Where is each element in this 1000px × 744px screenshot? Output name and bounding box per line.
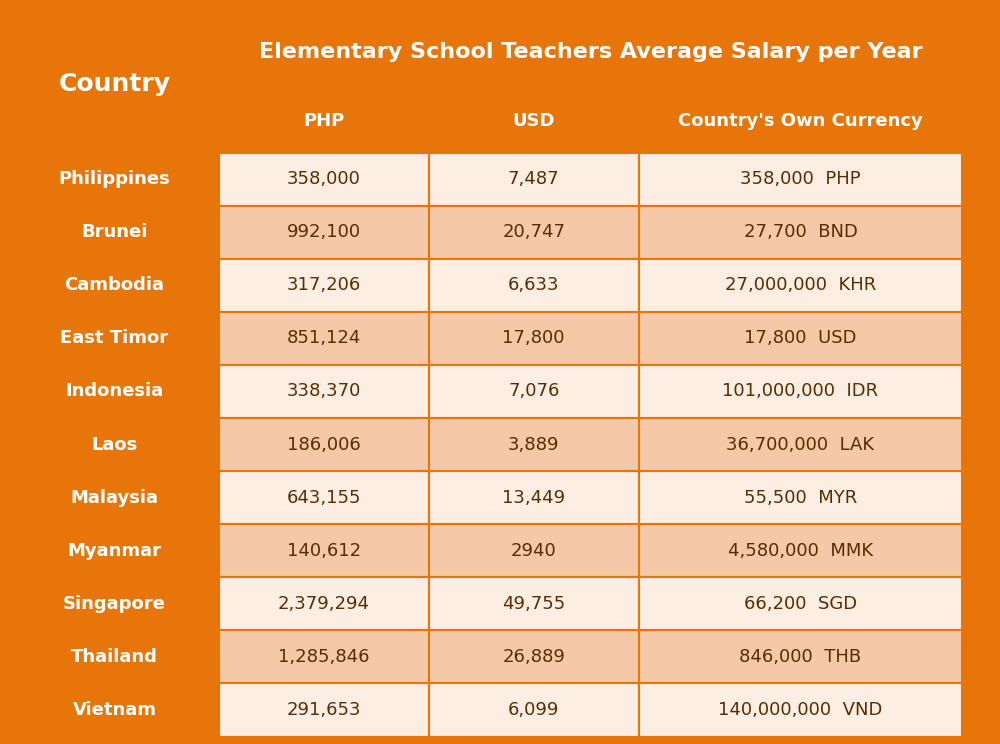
Text: 317,206: 317,206 <box>287 276 361 295</box>
FancyBboxPatch shape <box>219 153 429 205</box>
Text: 17,800: 17,800 <box>502 330 565 347</box>
FancyBboxPatch shape <box>10 418 219 471</box>
FancyBboxPatch shape <box>219 365 429 418</box>
FancyBboxPatch shape <box>10 471 219 525</box>
Text: 2,379,294: 2,379,294 <box>278 594 370 613</box>
Text: 20,747: 20,747 <box>502 223 565 241</box>
Text: 6,633: 6,633 <box>508 276 559 295</box>
Text: Cambodia: Cambodia <box>65 276 165 295</box>
FancyBboxPatch shape <box>429 418 639 471</box>
FancyBboxPatch shape <box>219 525 429 577</box>
FancyBboxPatch shape <box>429 259 639 312</box>
FancyBboxPatch shape <box>219 418 429 471</box>
FancyBboxPatch shape <box>219 630 429 684</box>
FancyBboxPatch shape <box>219 15 962 89</box>
FancyBboxPatch shape <box>10 205 219 259</box>
Text: Elementary School Teachers Average Salary per Year: Elementary School Teachers Average Salar… <box>259 42 923 62</box>
Text: 66,200  SGD: 66,200 SGD <box>744 594 857 613</box>
FancyBboxPatch shape <box>10 684 219 737</box>
Text: 992,100: 992,100 <box>287 223 361 241</box>
Text: Vietnam: Vietnam <box>73 701 157 719</box>
FancyBboxPatch shape <box>10 525 219 577</box>
FancyBboxPatch shape <box>10 153 219 205</box>
Text: Laos: Laos <box>91 435 138 454</box>
Text: 101,000,000  IDR: 101,000,000 IDR <box>722 382 879 400</box>
Text: Singapore: Singapore <box>63 594 166 613</box>
FancyBboxPatch shape <box>639 418 962 471</box>
FancyBboxPatch shape <box>639 525 962 577</box>
FancyBboxPatch shape <box>429 630 639 684</box>
Text: 27,000,000  KHR: 27,000,000 KHR <box>725 276 876 295</box>
Text: 4,580,000  MMK: 4,580,000 MMK <box>728 542 873 559</box>
Text: 338,370: 338,370 <box>287 382 361 400</box>
Text: 7,076: 7,076 <box>508 382 559 400</box>
Text: 291,653: 291,653 <box>287 701 361 719</box>
FancyBboxPatch shape <box>219 312 429 365</box>
FancyBboxPatch shape <box>639 153 962 205</box>
Text: Myanmar: Myanmar <box>68 542 162 559</box>
FancyBboxPatch shape <box>10 259 219 312</box>
FancyBboxPatch shape <box>429 89 639 153</box>
Text: 3,889: 3,889 <box>508 435 559 454</box>
FancyBboxPatch shape <box>10 577 219 630</box>
FancyBboxPatch shape <box>639 89 962 153</box>
FancyBboxPatch shape <box>429 684 639 737</box>
Text: 13,449: 13,449 <box>502 489 565 507</box>
FancyBboxPatch shape <box>10 312 219 365</box>
FancyBboxPatch shape <box>429 525 639 577</box>
FancyBboxPatch shape <box>219 471 429 525</box>
Text: USD: USD <box>512 112 555 130</box>
FancyBboxPatch shape <box>429 471 639 525</box>
Text: Philippines: Philippines <box>59 170 170 188</box>
FancyBboxPatch shape <box>219 89 429 153</box>
Text: 140,612: 140,612 <box>287 542 361 559</box>
Text: 358,000: 358,000 <box>287 170 361 188</box>
Text: East Timor: East Timor <box>60 330 169 347</box>
Text: Country: Country <box>59 71 171 96</box>
Text: 851,124: 851,124 <box>287 330 361 347</box>
Text: 7,487: 7,487 <box>508 170 560 188</box>
Text: 6,099: 6,099 <box>508 701 559 719</box>
Text: Malaysia: Malaysia <box>71 489 159 507</box>
Text: Indonesia: Indonesia <box>65 382 164 400</box>
FancyBboxPatch shape <box>10 15 219 153</box>
Text: Brunei: Brunei <box>81 223 148 241</box>
FancyBboxPatch shape <box>639 205 962 259</box>
Text: 358,000  PHP: 358,000 PHP <box>740 170 861 188</box>
Text: 27,700  BND: 27,700 BND <box>744 223 857 241</box>
Text: 55,500  MYR: 55,500 MYR <box>744 489 857 507</box>
FancyBboxPatch shape <box>639 259 962 312</box>
FancyBboxPatch shape <box>429 312 639 365</box>
FancyBboxPatch shape <box>10 365 219 418</box>
FancyBboxPatch shape <box>639 365 962 418</box>
FancyBboxPatch shape <box>639 630 962 684</box>
FancyBboxPatch shape <box>639 312 962 365</box>
FancyBboxPatch shape <box>429 153 639 205</box>
FancyBboxPatch shape <box>639 471 962 525</box>
FancyBboxPatch shape <box>429 205 639 259</box>
Text: 186,006: 186,006 <box>287 435 361 454</box>
Text: PHP: PHP <box>303 112 345 130</box>
Text: 140,000,000  VND: 140,000,000 VND <box>718 701 883 719</box>
FancyBboxPatch shape <box>429 577 639 630</box>
Text: 26,889: 26,889 <box>502 648 565 666</box>
Text: 1,285,846: 1,285,846 <box>278 648 370 666</box>
Text: 2940: 2940 <box>511 542 557 559</box>
FancyBboxPatch shape <box>219 259 429 312</box>
FancyBboxPatch shape <box>429 365 639 418</box>
FancyBboxPatch shape <box>639 577 962 630</box>
Text: Thailand: Thailand <box>71 648 158 666</box>
Text: 643,155: 643,155 <box>287 489 361 507</box>
Text: 17,800  USD: 17,800 USD <box>744 330 857 347</box>
Text: 36,700,000  LAK: 36,700,000 LAK <box>726 435 875 454</box>
FancyBboxPatch shape <box>639 684 962 737</box>
Text: 49,755: 49,755 <box>502 594 565 613</box>
FancyBboxPatch shape <box>219 684 429 737</box>
Text: Country's Own Currency: Country's Own Currency <box>678 112 923 130</box>
FancyBboxPatch shape <box>10 630 219 684</box>
FancyBboxPatch shape <box>219 205 429 259</box>
FancyBboxPatch shape <box>219 577 429 630</box>
Text: 846,000  THB: 846,000 THB <box>739 648 862 666</box>
